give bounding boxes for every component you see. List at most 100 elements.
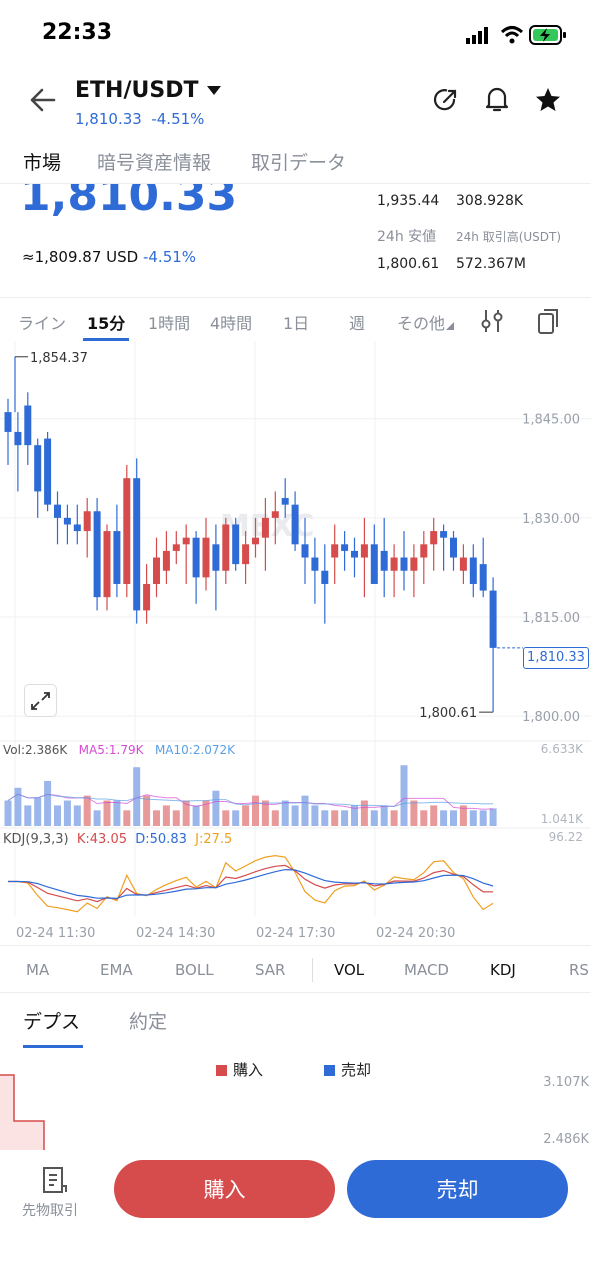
futures-label[interactable]: 先物取引	[22, 1203, 78, 1219]
copy-layout-icon[interactable]	[537, 307, 561, 335]
candle-body	[232, 524, 240, 565]
volume-bar	[123, 810, 131, 826]
pair-title[interactable]: ETH/USDT	[75, 78, 199, 103]
expand-icon	[31, 692, 50, 710]
volume-bar	[291, 805, 299, 826]
volume-bar	[341, 810, 349, 826]
vol-axis-bottom: 1.041K	[540, 812, 583, 826]
vol-legend: Vol:2.386K MA5:1.79K MA10:2.072K	[3, 743, 235, 757]
star-icon[interactable]	[534, 86, 562, 114]
fullscreen-button[interactable]	[24, 684, 57, 717]
candle-body	[162, 550, 170, 571]
time-axis-label: 02-24 11:30	[16, 926, 95, 941]
legend-sell-label: 売却	[341, 1061, 372, 1079]
indicator-selector: MA EMA BOLL SAR VOL MACD KDJ RS	[0, 945, 591, 993]
interval-more[interactable]: その他	[397, 314, 446, 333]
kdj-name: KDJ(9,3,3)	[3, 832, 69, 847]
legend-sell-swatch	[324, 1065, 335, 1076]
indicator-ma[interactable]: MA	[26, 961, 50, 979]
price-summary: 1,810.33 ≈1,809.87 USD -4.51% 1,935.44 3…	[0, 183, 591, 295]
kline-chart[interactable]: MEXC 1,845.001,830.001,815.001,800.00 1,…	[0, 341, 591, 941]
volume-bar	[44, 780, 52, 826]
candle-body	[311, 557, 319, 571]
chart-grid	[0, 341, 591, 916]
candle-body	[360, 544, 368, 558]
candle-body	[459, 557, 467, 571]
low-24h-label: 24h 安値	[377, 229, 437, 245]
candle-body	[390, 557, 398, 571]
interval-4h[interactable]: 4時間	[210, 314, 253, 333]
volume-bar	[459, 805, 467, 826]
candle-body	[24, 405, 32, 446]
interval-15m[interactable]: 15分	[87, 314, 126, 333]
more-triangle-icon	[446, 322, 454, 330]
back-arrow-icon[interactable]	[28, 86, 58, 114]
futures-icon[interactable]	[41, 1166, 67, 1196]
candle-body	[14, 431, 22, 446]
interval-week[interactable]: 週	[349, 314, 366, 333]
volume-bar	[351, 805, 358, 826]
volume-bars	[4, 765, 497, 826]
candle-body	[489, 590, 497, 648]
candle-body	[44, 438, 52, 505]
legend-buy-swatch	[216, 1065, 227, 1076]
volume-bar	[153, 810, 160, 826]
volume-bar	[410, 800, 418, 826]
kdj-j-line	[8, 854, 494, 913]
interval-line[interactable]: ライン	[18, 314, 67, 333]
buy-button[interactable]: 購入	[114, 1160, 335, 1218]
kdj-d: D:50.83	[135, 832, 187, 847]
indicator-boll[interactable]: BOLL	[175, 961, 214, 979]
candle-body	[370, 544, 378, 584]
indicator-ema[interactable]: EMA	[100, 961, 133, 979]
tab-depth[interactable]: デプス	[23, 1011, 81, 1033]
indicator-divider	[312, 958, 313, 982]
wifi-icon	[500, 26, 524, 44]
volume-bar	[252, 795, 259, 826]
tab-trades[interactable]: 約定	[129, 1011, 168, 1033]
tab-trade-data[interactable]: 取引データ	[251, 152, 347, 174]
volume-bar	[242, 805, 250, 826]
candle-body	[143, 583, 151, 611]
volume-bar	[172, 810, 180, 826]
volume-bar	[133, 767, 141, 826]
indicator-vol[interactable]: VOL	[334, 961, 365, 979]
volume-bar	[331, 810, 339, 826]
depth-tabs: デプス 約定	[0, 995, 591, 1051]
sell-button[interactable]: 売却	[347, 1160, 568, 1218]
legend-sell: 売却	[324, 1059, 371, 1080]
high-24h: 1,935.44	[377, 193, 440, 209]
volume-bar	[479, 810, 487, 826]
time-axis: 02-24 11:30 02-24 14:30 02-24 17:30 02-24 2…	[16, 926, 455, 941]
interval-1h[interactable]: 1時間	[148, 314, 191, 333]
low-marker-label: 1,800.61	[419, 706, 477, 721]
indicator-settings-icon[interactable]	[480, 308, 504, 334]
volume-bar	[420, 810, 428, 826]
indicator-kdj[interactable]: KDJ	[490, 961, 516, 979]
ma10-line	[7, 793, 494, 807]
indicator-macd[interactable]: MACD	[404, 961, 449, 979]
price-axis-label: 1,830.00	[522, 512, 580, 527]
candle-body	[400, 557, 408, 571]
candle-body	[212, 544, 220, 571]
indicator-sar[interactable]: SAR	[255, 961, 286, 979]
price-axis: 1,845.00 1,830.00 1,815.00 1,800.00	[522, 413, 580, 725]
tab-crypto-info[interactable]: 暗号資産情報	[97, 152, 212, 174]
candle-body	[172, 544, 180, 551]
volume-bar	[103, 800, 111, 826]
share-icon[interactable]	[432, 86, 460, 114]
tab-market[interactable]: 市場	[23, 152, 62, 174]
kdj-lines	[8, 854, 494, 913]
bottom-action-bar: 先物取引 購入 売却	[0, 1150, 591, 1280]
bell-icon[interactable]	[484, 85, 510, 115]
volume-bar	[450, 810, 457, 826]
caret-down-icon[interactable]	[206, 84, 222, 96]
volume-bar	[489, 808, 497, 826]
volume-bar	[400, 765, 408, 826]
kdj-k: K:43.05	[76, 832, 127, 847]
indicator-rsi[interactable]: RS	[569, 961, 589, 979]
interval-1d[interactable]: 1日	[283, 314, 310, 333]
kline-chart-svg[interactable]: MEXC 1,845.001,830.001,815.001,800.00 1,…	[0, 341, 591, 941]
status-bar: 22:33	[0, 0, 591, 70]
candle-body	[123, 478, 131, 584]
